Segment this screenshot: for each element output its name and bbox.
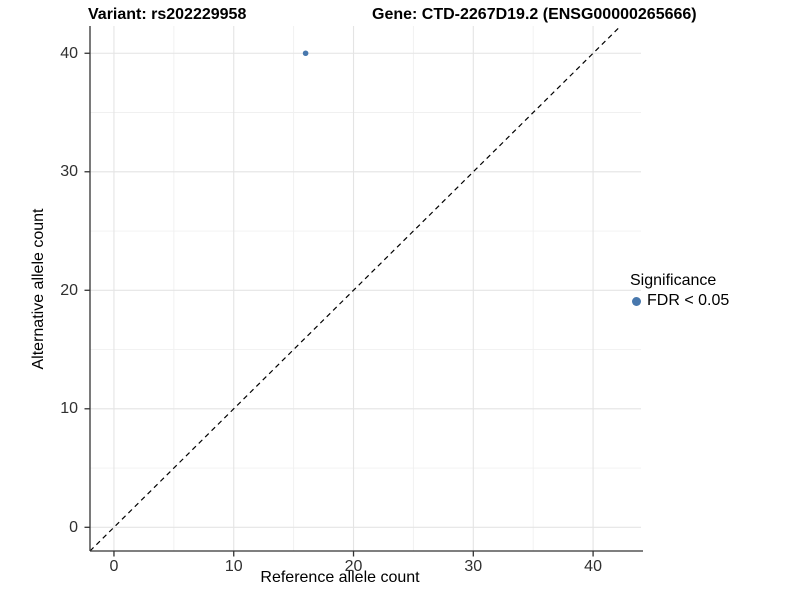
legend-title: Significance <box>630 272 717 289</box>
x-tick-label: 10 <box>224 558 243 575</box>
y-tick-label: 30 <box>60 163 78 181</box>
legend-entry: FDR < 0.05 <box>630 292 795 310</box>
x-tick-label: 0 <box>109 558 119 575</box>
x-axis-title: Reference allele count <box>260 569 420 586</box>
x-tick-label: 30 <box>464 558 483 575</box>
x-tick-label: 40 <box>584 558 602 575</box>
data-point <box>302 50 309 57</box>
y-tick-label: 20 <box>60 281 78 299</box>
variant-title: Variant: rs202229958 <box>88 6 247 23</box>
x-tick-label: 20 <box>344 558 363 575</box>
gene-title: Gene: CTD-2267D19.2 (ENSG00000265666) <box>372 6 697 23</box>
y-tick-label: 0 <box>69 518 78 536</box>
legend-point-icon <box>632 296 641 306</box>
y-tick-label: 10 <box>60 400 78 418</box>
y-tick-label: 40 <box>60 44 78 62</box>
legend: Significance FDR < 0.05 <box>630 271 795 310</box>
legend-entry-label: FDR < 0.05 <box>647 292 730 309</box>
identity-reference-line <box>89 25 622 552</box>
